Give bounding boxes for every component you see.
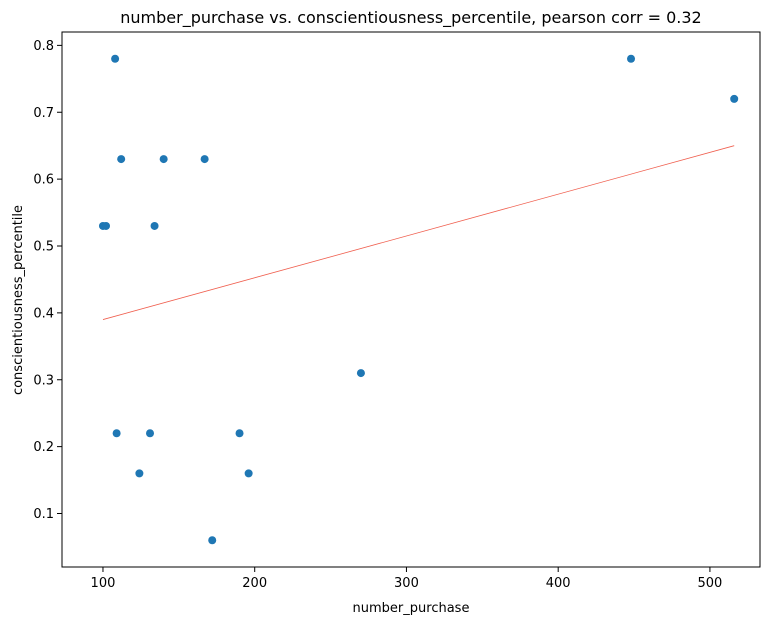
data-point-7 <box>102 221 111 230</box>
x-axis-ticks: 100 200 300 400 500 <box>91 567 723 591</box>
y-axis-label: conscientiousness_percentile <box>11 205 26 395</box>
y-tick-label-0: 0.1 <box>33 507 54 522</box>
data-point-8 <box>150 221 159 230</box>
data-point-11 <box>146 429 155 438</box>
points-layer <box>98 54 739 545</box>
chart-title: number_purchase vs. conscientiousness_pe… <box>120 8 701 28</box>
data-point-4 <box>159 155 168 164</box>
data-point-12 <box>235 429 244 438</box>
data-point-14 <box>244 469 253 478</box>
data-point-13 <box>135 469 144 478</box>
x-tick-label-3: 400 <box>546 576 571 591</box>
x-axis-label: number_purchase <box>353 601 470 616</box>
x-tick-label-4: 500 <box>698 576 723 591</box>
plot-frame <box>61 31 761 568</box>
x-tick-label-0: 100 <box>91 576 116 591</box>
y-tick-label-2: 0.3 <box>33 373 54 388</box>
data-point-9 <box>356 369 365 378</box>
y-tick-label-1: 0.2 <box>33 440 54 455</box>
data-point-5 <box>200 155 209 164</box>
x-tick-label-1: 200 <box>242 576 267 591</box>
trendline <box>102 145 735 320</box>
plot-area <box>98 54 739 545</box>
trendline-layer <box>102 145 735 320</box>
y-tick-label-6: 0.7 <box>33 106 54 121</box>
data-point-3 <box>117 155 126 164</box>
y-tick-label-7: 0.8 <box>33 39 54 54</box>
data-point-0 <box>111 54 120 63</box>
y-tick-label-3: 0.4 <box>33 306 54 321</box>
data-point-15 <box>208 536 217 545</box>
x-tick-label-2: 300 <box>394 576 419 591</box>
y-tick-label-5: 0.6 <box>33 173 54 188</box>
data-point-2 <box>730 94 739 103</box>
data-point-1 <box>627 54 636 63</box>
y-axis-ticks: 0.1 0.2 0.3 0.4 0.5 0.6 0.7 0.8 <box>33 39 62 522</box>
y-tick-label-4: 0.5 <box>33 240 54 255</box>
data-point-10 <box>112 429 121 438</box>
